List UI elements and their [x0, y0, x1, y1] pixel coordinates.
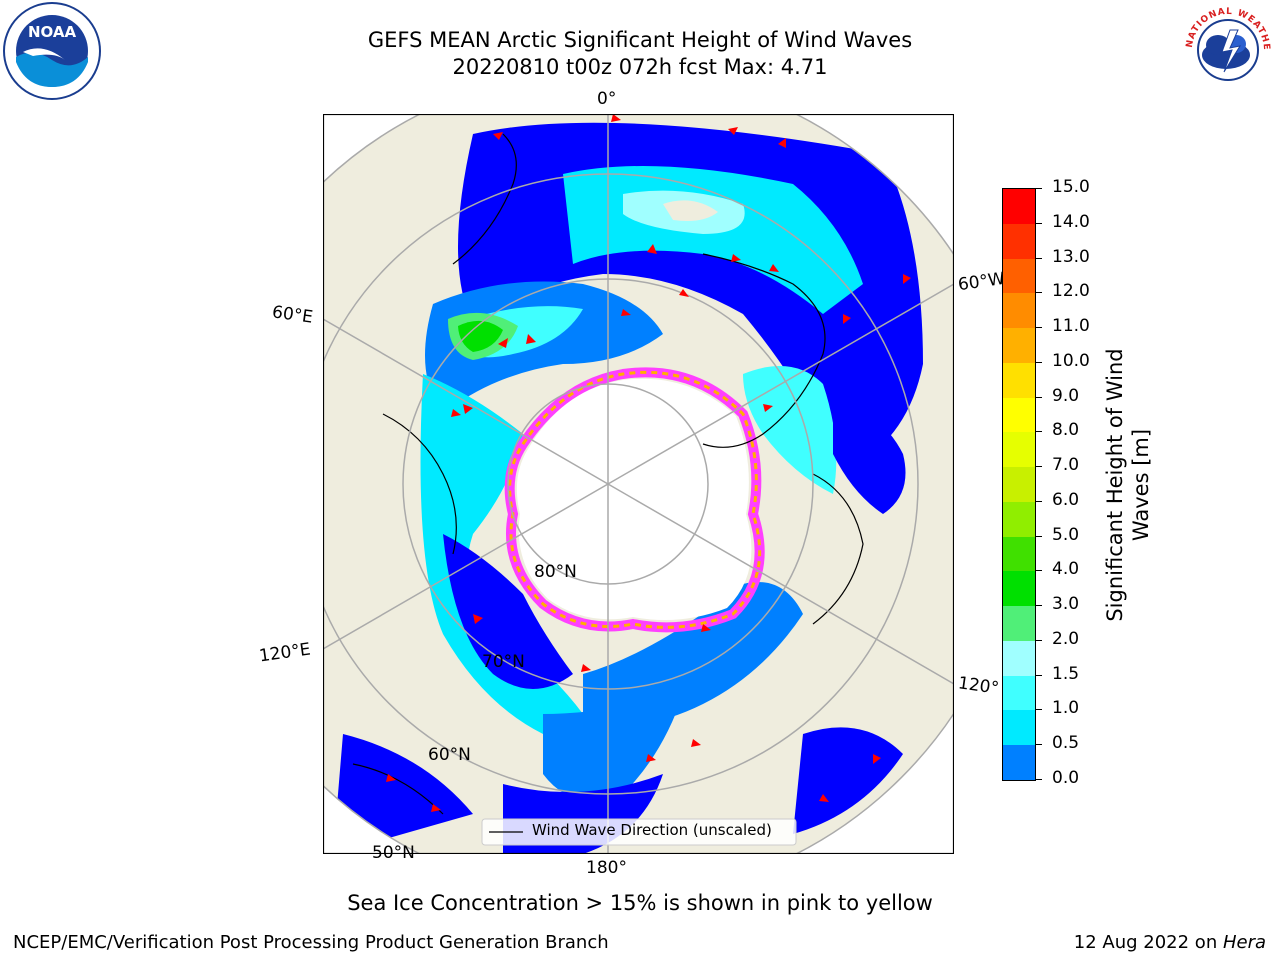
- colorbar-tick-label: 10.0: [1052, 350, 1090, 371]
- legend-label: Wind Wave Direction (unscaled): [532, 821, 772, 839]
- colorbar-cell: [1003, 189, 1035, 225]
- colorbar-tick-label: 15.0: [1052, 177, 1090, 197]
- colorbar-cell: [1003, 675, 1035, 711]
- colorbar-tick: [1035, 257, 1042, 259]
- colorbar-tick: [1035, 327, 1042, 329]
- colorbar-tick-label: 6.0: [1052, 489, 1080, 510]
- colorbar-cell: [1003, 432, 1035, 468]
- colorbar-tick-label: 7.0: [1052, 455, 1080, 476]
- colorbar-tick: [1035, 605, 1042, 607]
- colorbar-cell: [1003, 223, 1035, 259]
- chart-title: GEFS MEAN Arctic Significant Height of W…: [367, 28, 913, 52]
- colorbar-cell: [1003, 606, 1035, 642]
- colorbar-tick-label: 1.5: [1052, 663, 1080, 684]
- lon-label-60e: 60°E: [270, 302, 315, 328]
- graticule: [323, 114, 954, 854]
- colorbar-cell: [1003, 467, 1035, 503]
- footer-date: 12 Aug 2022 on: [1073, 932, 1223, 953]
- lon-label-60w: 60°W: [956, 268, 1007, 296]
- colorbar-cell: [1003, 397, 1035, 433]
- colorbar-cell: [1003, 640, 1035, 677]
- colorbar-tick-label: 3.0: [1052, 594, 1080, 615]
- colorbar-tick: [1035, 222, 1042, 224]
- map-panel: Wind Wave Direction (unscaled): [322, 113, 955, 855]
- footer-right: 12 Aug 2022 on Hera: [1074, 932, 1266, 953]
- colorbar-cell: [1003, 501, 1035, 538]
- coastlines: [352, 133, 864, 815]
- sea-ice-caption: Sea Ice Concentration > 15% is shown in …: [347, 891, 933, 915]
- wind-direction-legend: [481, 818, 797, 846]
- footer-host: Hera: [1222, 932, 1266, 953]
- colorbar-cell: [1003, 258, 1035, 294]
- colorbar-tick: [1035, 466, 1042, 468]
- colorbar-tick: [1035, 188, 1042, 189]
- colorbar-cell: [1003, 362, 1035, 399]
- colorbar-tick: [1035, 361, 1042, 363]
- lat-label-70n: 70°N: [482, 652, 525, 672]
- lon-label-120w: 120°: [956, 673, 1001, 699]
- wind-wave-arrows: [386, 114, 911, 812]
- chart-subtitle: 20220810 t00z 072h fcst Max: 4.71: [452, 55, 828, 79]
- colorbar-tick-label: 4.0: [1052, 559, 1080, 580]
- colorbar-tick-label: 9.0: [1052, 385, 1080, 406]
- colorbar-tick: [1035, 639, 1042, 641]
- colorbar-tick-label: 8.0: [1052, 420, 1080, 441]
- colorbar-cell: [1003, 328, 1035, 364]
- colorbar-cell: [1003, 571, 1035, 607]
- colorbar-tick-label: 14.0: [1052, 211, 1090, 232]
- colorbar-tick-label: 1.0: [1052, 698, 1080, 719]
- colorbar-tick: [1035, 779, 1042, 780]
- colorbar-tick-label: 12.0: [1052, 281, 1090, 302]
- lat-label-80n: 80°N: [534, 562, 577, 582]
- colorbar-cell: [1003, 710, 1035, 746]
- colorbar-cell: [1003, 536, 1035, 572]
- footer-left: NCEP/EMC/Verification Post Processing Pr…: [13, 932, 609, 953]
- colorbar-tick: [1035, 709, 1042, 711]
- colorbar-tick: [1035, 570, 1042, 572]
- colorbar: [1002, 188, 1036, 781]
- colorbar-tick-label: 5.0: [1052, 524, 1080, 545]
- colorbar-tick-label: 2.0: [1052, 628, 1080, 649]
- noaa-logo: NOAA: [3, 2, 101, 100]
- lon-label-120e: 120°E: [257, 639, 312, 667]
- nws-logo: NATIONAL WEATHER SERVICE: [1174, 0, 1278, 100]
- colorbar-tick: [1035, 674, 1042, 676]
- colorbar-tick-label: 0.0: [1052, 768, 1080, 788]
- lon-label-180: 180°: [586, 858, 627, 878]
- colorbar-tick-label: 0.5: [1052, 733, 1080, 754]
- lat-label-50n: 50°N: [372, 843, 415, 863]
- colorbar-tick-label: 13.0: [1052, 246, 1090, 267]
- colorbar-tick-label: 11.0: [1052, 316, 1090, 337]
- wave-height-field: [333, 122, 923, 854]
- colorbar-tick: [1035, 431, 1042, 433]
- lon-label-0: 0°: [597, 89, 617, 109]
- lat-label-60n: 60°N: [428, 745, 471, 765]
- colorbar-cell: [1003, 293, 1035, 329]
- colorbar-cell: [1003, 745, 1035, 781]
- colorbar-title: Significant Height of Wind Waves [m]: [1103, 348, 1153, 622]
- noaa-logo-text: NOAA: [28, 23, 77, 41]
- colorbar-tick: [1035, 396, 1042, 398]
- colorbar-tick: [1035, 292, 1042, 294]
- colorbar-tick: [1035, 744, 1042, 746]
- colorbar-tick: [1035, 535, 1042, 537]
- colorbar-tick: [1035, 500, 1042, 502]
